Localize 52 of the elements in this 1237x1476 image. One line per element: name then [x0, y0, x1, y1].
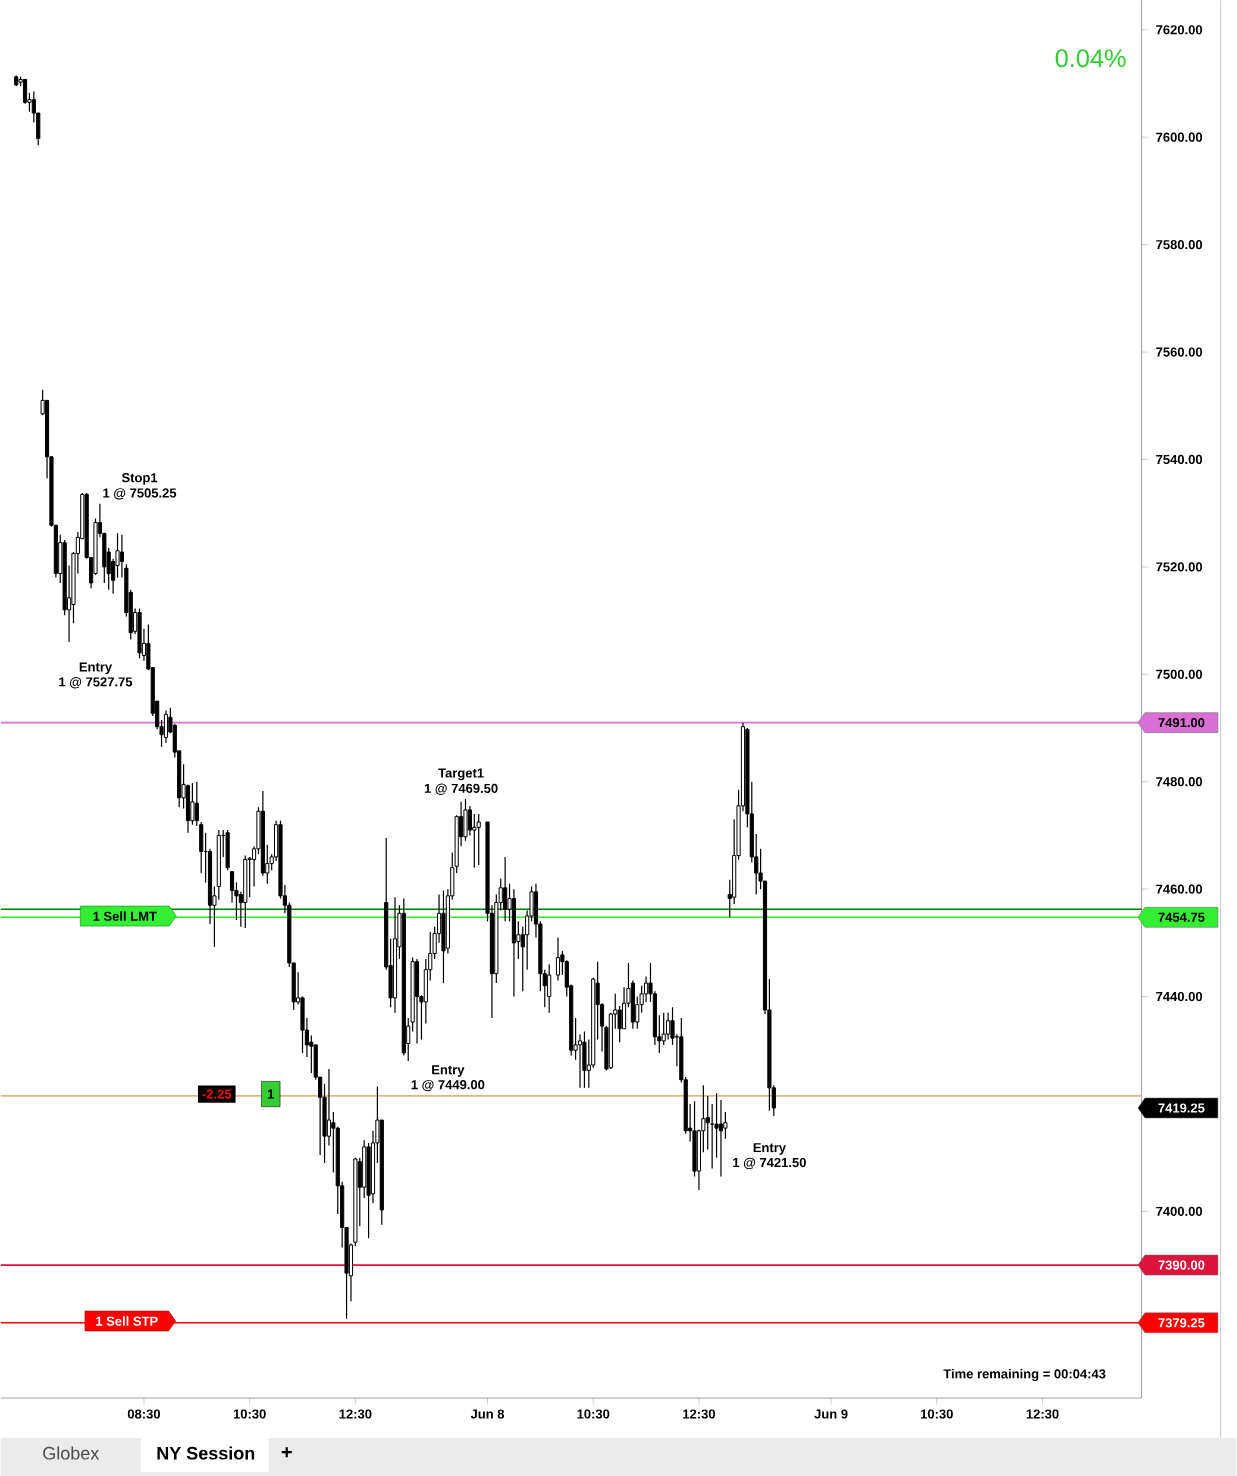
- annotation: 0.04%: [1055, 49, 1126, 68]
- y-tick-label: 7400.00: [1156, 1206, 1203, 1216]
- y-tick-label: 7460.00: [1156, 884, 1203, 894]
- y-tick-label: 7480.00: [1156, 777, 1203, 787]
- x-tick-label: 10:30: [577, 1409, 610, 1419]
- annotation: 1 @ 7527.75: [59, 677, 133, 689]
- annotation: 1: [268, 1089, 275, 1099]
- annotation: 1 @ 7469.50: [425, 783, 498, 795]
- annotation: Time remaining = 00:04:43: [943, 1368, 1106, 1382]
- text: +: [281, 1447, 292, 1458]
- y-tick-label: 7560.00: [1156, 347, 1203, 357]
- y-tick-label: 7520.00: [1156, 562, 1203, 572]
- x-tick-label: 12:30: [683, 1409, 716, 1419]
- ref-line-label: 7491.00: [1158, 718, 1205, 728]
- annotation: 1 @ 7421.50: [733, 1157, 807, 1170]
- x-tick-label: Jun 8: [470, 1409, 505, 1419]
- text: Globex: [43, 1446, 100, 1460]
- candlestick: [556, 936, 561, 982]
- ref-line-label: 7379.25: [1158, 1318, 1205, 1328]
- y-tick-label: 7580.00: [1156, 240, 1203, 250]
- x-tick-label: 10:30: [234, 1409, 266, 1419]
- annotation: Entry: [432, 1065, 465, 1077]
- candlestick: [230, 871, 235, 904]
- text: NY Session: [157, 1446, 255, 1460]
- candlestick: [476, 813, 482, 866]
- annotation: Entry: [79, 662, 113, 675]
- annotation: 1 @ 7449.00: [411, 1079, 485, 1092]
- annotation: 1 Sell LMT: [93, 911, 157, 921]
- annotation: Entry: [753, 1143, 787, 1155]
- annotation: Target1: [438, 768, 484, 781]
- annotation: Stop1: [122, 473, 158, 485]
- annotation: 1 @ 7505.25: [103, 488, 177, 500]
- text: 7419.25: [1158, 1103, 1205, 1113]
- ref-line-label: 7454.75: [1158, 912, 1205, 922]
- y-tick-label: 7620.00: [1156, 25, 1203, 35]
- x-tick-label: 12:30: [1026, 1409, 1059, 1419]
- x-tick-label: 12:30: [339, 1409, 372, 1419]
- annotation: -2.25: [202, 1089, 232, 1099]
- y-tick-label: 7600.00: [1156, 132, 1203, 142]
- candlestick: [190, 782, 195, 826]
- candlestick: [547, 963, 552, 1014]
- y-tick-label: 7540.00: [1156, 454, 1203, 465]
- x-tick-label: 10:30: [921, 1409, 954, 1419]
- ref-line-label: 7390.00: [1158, 1260, 1205, 1270]
- x-tick-label: 08:30: [128, 1409, 161, 1419]
- annotation: 1 Sell STP: [96, 1316, 158, 1326]
- x-tick-label: Jun 9: [814, 1409, 848, 1419]
- y-tick-label: 7440.00: [1156, 991, 1203, 1002]
- candlestick: [194, 781, 200, 827]
- y-tick-label: 7500.00: [1156, 669, 1203, 679]
- candlestick: [710, 1103, 715, 1169]
- candlestick: [472, 813, 477, 869]
